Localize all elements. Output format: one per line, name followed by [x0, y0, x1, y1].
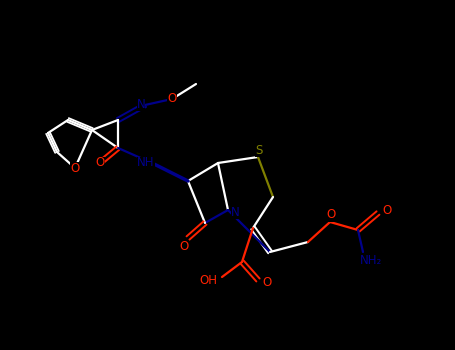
- Text: N: N: [231, 205, 239, 218]
- Text: NH: NH: [137, 156, 155, 169]
- Text: O: O: [179, 239, 189, 252]
- Text: NH₂: NH₂: [360, 253, 382, 266]
- Text: O: O: [167, 92, 177, 105]
- Text: N: N: [136, 98, 146, 111]
- Text: O: O: [382, 204, 392, 217]
- Text: O: O: [96, 156, 105, 169]
- Text: S: S: [255, 144, 263, 156]
- Text: OH: OH: [199, 274, 217, 287]
- Text: O: O: [326, 209, 336, 222]
- Text: O: O: [71, 161, 80, 175]
- Text: O: O: [263, 275, 272, 288]
